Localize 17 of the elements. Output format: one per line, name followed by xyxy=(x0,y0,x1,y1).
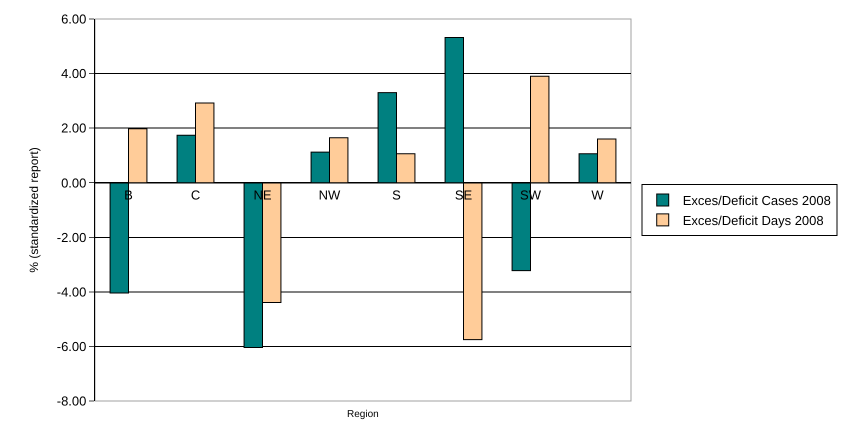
x-axis-title: Region xyxy=(347,409,379,420)
x-tick-label: S xyxy=(392,187,402,202)
y-tick-label: 6.00 xyxy=(61,12,86,27)
legend-label: Exces/Deficit Cases 2008 xyxy=(682,193,831,208)
y-tick-label: 4.00 xyxy=(61,66,86,82)
y-tick-label: -4.00 xyxy=(56,284,86,300)
y-axis-title: % (standardized report) xyxy=(27,147,42,273)
y-tick-label: 0.00 xyxy=(61,175,86,190)
y-tick-label: -8.00 xyxy=(56,394,86,409)
x-tick-label: NW xyxy=(318,187,342,202)
x-tick-label: C xyxy=(190,187,200,202)
y-tick-label: 2.00 xyxy=(61,120,86,136)
y-tick-label: -2.00 xyxy=(56,230,86,245)
legend-label: Exces/Deficit Days 2008 xyxy=(682,212,824,228)
y-tick-label: -6.00 xyxy=(56,338,86,354)
x-tick-label: W xyxy=(591,187,604,202)
x-tick-label: NE xyxy=(253,187,272,202)
